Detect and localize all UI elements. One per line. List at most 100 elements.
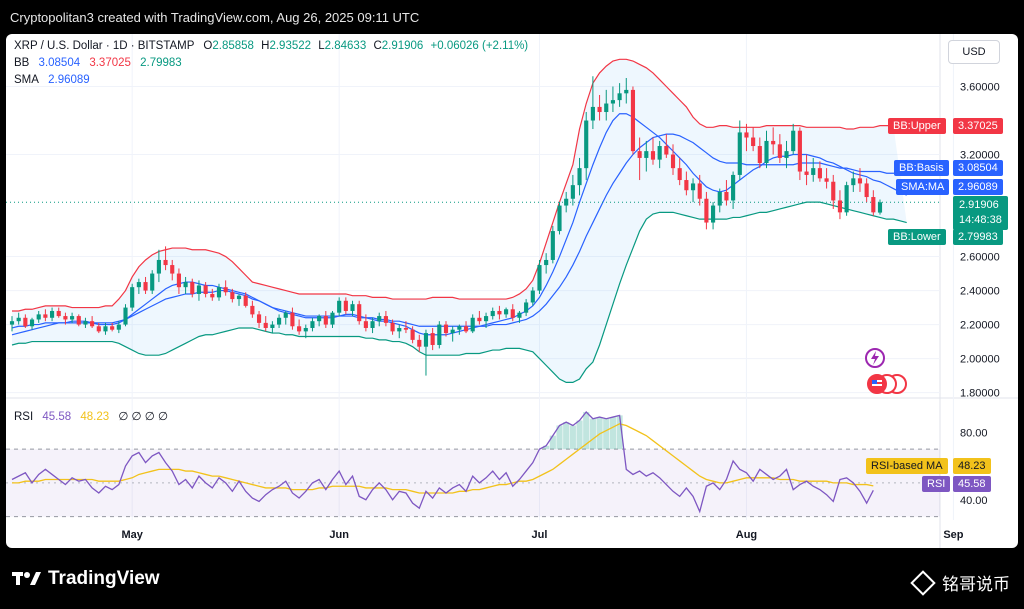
candle-body [330,312,335,325]
candle-body [617,93,622,101]
candle-body [557,205,562,232]
candle-body [844,185,849,213]
bb-lower-tag-value: 2.79983 [958,231,998,243]
candle-body [290,312,295,327]
legend-high: 2.93522 [269,40,312,52]
candle-body [49,310,55,318]
sma-tag-value: 2.96089 [958,181,998,193]
candle-body [477,317,482,322]
candle-body [497,310,502,315]
legend-sma-label: SMA [14,74,39,86]
candle-body [23,317,28,327]
candle-body [670,154,676,169]
price-tick-label: 1.80000 [960,388,1000,400]
price-tick-label: 3.60000 [960,82,1000,94]
candle-body [784,151,789,158]
candle-body [203,285,208,294]
legend-rsi-ma-value: 48.23 [80,411,110,423]
candle-body [637,151,642,158]
candle-body [103,326,108,332]
candle-body [564,198,569,206]
candle-body [430,333,435,345]
legend-ohlc: XRP / U.S. Dollar · 1D · BITSTAMP O2.858… [14,40,528,52]
time-axis-label: Aug [736,529,757,541]
price-tick-label: 2.20000 [960,320,1000,332]
legend-sma-value: 2.96089 [48,74,90,86]
legend-bb-basis: 3.08504 [38,57,81,69]
bb-basis-tag-value: 3.08504 [958,162,998,174]
candle-body [604,103,609,113]
candle-body [423,333,429,347]
candle-body [777,144,782,158]
bar-countdown: 14:48:38 [959,214,1002,226]
candle-body [610,100,615,104]
lightning-icon[interactable] [864,347,886,369]
candle-body [156,259,161,274]
candle-body [510,309,515,318]
candle-body [323,316,328,325]
legend-close: 2.91906 [381,40,424,52]
candle-body [684,180,689,191]
candle-body [463,326,469,332]
candle-body [350,304,355,311]
candle-body [223,287,228,293]
candle-body [630,89,636,152]
rsi-tag-label: RSI [927,478,946,490]
candle-body [524,302,529,313]
candle-body [584,120,589,169]
candle-body [797,130,802,172]
candle-body [530,290,535,303]
header-text: Cryptopolitan3 created with TradingView.… [10,10,420,25]
price-tick-label: 3.20000 [960,150,1000,162]
candle-body [170,265,175,274]
bb-lower-value-tag: 2.79983 [953,229,1003,245]
candle-body [317,316,322,322]
chart-svg[interactable]: 1.80000 2.00000 2.20000 2.40000 2.60000 3.200… [6,34,1018,548]
candle-body [624,89,629,94]
candle-body [717,191,722,206]
candle-body [470,317,475,332]
bb-basis-tag-label: BB:Basis [899,162,944,174]
candle-body [597,106,602,113]
candle-body [771,140,776,145]
candle-body [116,324,121,330]
candle-body [831,181,836,201]
candle-body [143,282,148,291]
candle-body [871,197,876,213]
candle-body [724,191,729,201]
candle-body [277,317,282,325]
rsi-tag: RSI [922,476,951,492]
candle-body [857,178,863,184]
candle-body [390,322,395,332]
candle-body [303,327,308,332]
candle-body [216,287,222,298]
candle-body [243,295,248,306]
watermark: 铭哥说币 [910,570,1010,596]
last-price-value: 2.91906 [959,199,999,211]
us-flag-events-icon[interactable] [864,372,910,396]
candle-body [163,259,168,266]
candle-body [644,151,649,158]
candle-body [837,200,843,213]
currency-button[interactable]: USD [948,40,1000,64]
legend-high-label: H [261,40,270,52]
candle-body [397,327,402,332]
chart-panel[interactable]: 1.80000 2.00000 2.20000 2.40000 2.60000 3.200… [6,34,1018,548]
tradingview-logo-icon [12,568,42,590]
candle-body [410,329,415,340]
legend-bb-label: BB [14,57,30,69]
rsi-value-tag: 45.58 [953,476,991,492]
sma-tag: SMA:MA [896,179,950,195]
candle-body [443,324,449,334]
rsi-band-fill [6,449,940,517]
candle-body [457,326,462,330]
bb-upper-tag-value: 3.37025 [958,120,998,132]
candle-body [851,178,856,186]
candle-body [704,198,709,223]
candle-body [450,329,455,334]
candle-body [690,183,696,191]
candle-body [664,146,669,155]
candle-body [403,327,409,330]
candle-body [544,259,549,266]
legend-open-label: O [203,40,213,52]
